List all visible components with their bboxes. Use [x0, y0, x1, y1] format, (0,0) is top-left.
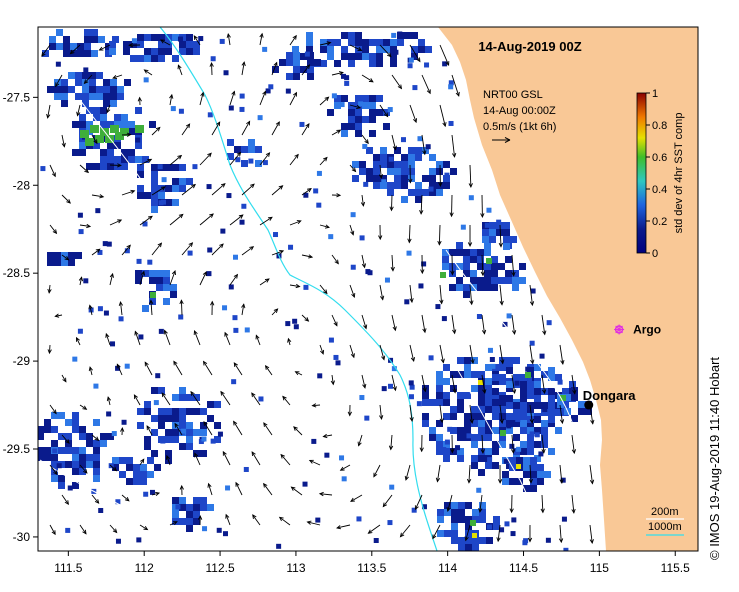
x-tick-label: 115 [590, 561, 609, 575]
y-axis: -27.5 -28 -28.5 -29 -29.5 -30 [3, 90, 38, 544]
x-tick-label: 115.5 [661, 561, 690, 575]
colorbar-tick-label: 0.4 [652, 184, 667, 196]
colorbar-tick-label: 0.6 [652, 152, 667, 164]
colorbar [636, 92, 647, 254]
argo-marker [614, 324, 625, 335]
depth-contour-1000m [159, 27, 438, 551]
depth-contour-200m [79, 99, 146, 186]
y-tick-label: -29 [13, 354, 31, 368]
x-tick-label: 114 [438, 561, 457, 575]
info-line-1: NRT00 GSL [483, 89, 543, 101]
imos-credit: © IMOS 19-Aug-2019 11:40 Hobart [707, 356, 722, 560]
y-tick-label: -29.5 [3, 442, 31, 456]
y-tick-label: -28.5 [3, 266, 31, 280]
land-mass [438, 27, 698, 551]
x-tick-label: 111.5 [54, 561, 83, 575]
colorbar-label: std dev of 4hr SST comp [673, 113, 685, 234]
colorbar-tick-label: 1 [652, 88, 658, 100]
info-line-2: 14-Aug 00:00Z [483, 105, 556, 117]
info-line-3: 0.5m/s (1kt 6h) [483, 121, 556, 133]
y-tick-label: -27.5 [3, 90, 31, 104]
colorbar-tick-label: 0.2 [652, 216, 667, 228]
plot-frame [37, 26, 699, 552]
x-tick-label: 112 [135, 561, 154, 575]
y-tick-label: -30 [13, 530, 31, 544]
x-tick-label: 112.5 [205, 561, 234, 575]
x-axis: 111.5 112 112.5 113 113.5 114 114.5 115 115.5 [54, 551, 690, 575]
reference-vector [492, 137, 511, 143]
x-tick-label: 113.5 [357, 561, 386, 575]
legend-200m-label: 200m [651, 506, 679, 518]
dongara-marker [584, 400, 594, 410]
colorbar-tick-label: 0 [652, 248, 658, 260]
argo-label: Argo [633, 322, 661, 336]
x-tick-label: 113 [286, 561, 305, 575]
colorbar-tick-label: 0.8 [652, 120, 667, 132]
depth-contour-200m [445, 249, 579, 441]
x-tick-label: 114.5 [509, 561, 538, 575]
current-vectors [41, 32, 595, 545]
legend-1000m-label: 1000m [648, 521, 682, 533]
depth-contour-200m [39, 459, 151, 521]
map-title: 14-Aug-2019 00Z [478, 39, 581, 54]
y-tick-label: -28 [13, 178, 31, 192]
colorbar-ticks: 0 0.2 0.4 0.6 0.8 1 [646, 88, 667, 260]
depth-contour-200m [439, 339, 546, 546]
dongara-label: Dongara [583, 388, 637, 403]
